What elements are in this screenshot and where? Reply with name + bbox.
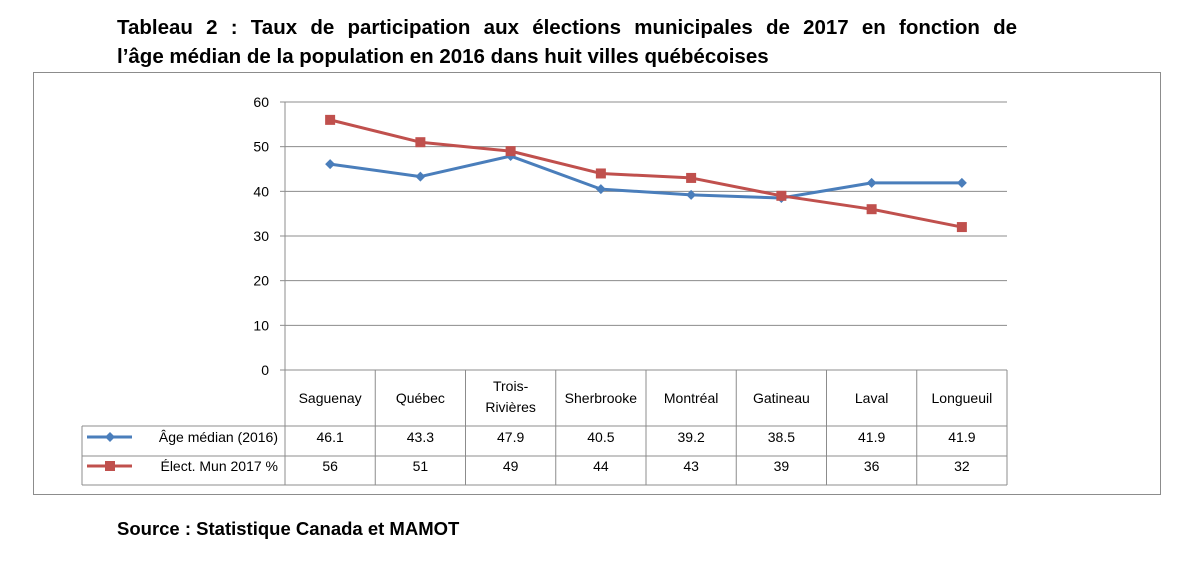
series-1-point <box>866 177 877 188</box>
y-tick-label: 60 <box>253 94 269 110</box>
category-label: Laval <box>855 390 888 406</box>
series-1-point <box>956 177 967 188</box>
data-table-value: 32 <box>954 458 970 474</box>
chart-frame <box>33 72 1161 495</box>
data-table-value: 44 <box>593 458 609 474</box>
data-table-value: 41.9 <box>948 429 975 445</box>
y-tick-label: 20 <box>253 273 269 289</box>
category-label: Rivières <box>485 399 536 415</box>
series-2-point <box>595 168 606 179</box>
category-label: Trois- <box>493 378 529 394</box>
category-label: Montréal <box>664 390 718 406</box>
legend-label-1: Âge médian (2016) <box>159 429 278 445</box>
source-note: Source : Statistique Canada et MAMOT <box>117 518 460 539</box>
series-2-point <box>415 137 426 148</box>
chart-title-line-1: Tableau 2 : Taux de participation aux él… <box>117 16 1017 39</box>
legend-key-marker-1 <box>105 432 115 442</box>
series-1-point <box>686 189 697 200</box>
data-table-value: 43 <box>683 458 699 474</box>
data-table-value: 51 <box>413 458 429 474</box>
chart-title-line-2: l’âge médian de la population en 2016 da… <box>117 45 769 68</box>
series-1-point <box>415 171 426 182</box>
y-tick-label: 10 <box>253 317 269 333</box>
series-2-point <box>776 190 787 201</box>
legend-key-marker-2 <box>105 461 115 471</box>
y-tick-label: 40 <box>253 183 269 199</box>
y-tick-label: 30 <box>253 228 269 244</box>
series-2-point <box>686 172 697 183</box>
series-2-point <box>866 204 877 215</box>
category-label: Longueuil <box>932 390 993 406</box>
series-2-point <box>325 114 336 125</box>
data-table-value: 49 <box>503 458 519 474</box>
series-1-point <box>595 184 606 195</box>
series-2-point <box>956 222 967 233</box>
data-table-value: 46.1 <box>317 429 344 445</box>
data-table-value: 43.3 <box>407 429 434 445</box>
y-tick-label: 0 <box>261 362 269 378</box>
y-tick-label: 50 <box>253 139 269 155</box>
category-label: Québec <box>396 390 445 406</box>
series-line-2 <box>329 118 963 229</box>
data-table-value: 47.9 <box>497 429 524 445</box>
category-label: Sherbrooke <box>565 390 638 406</box>
chart-title: Tableau 2 : Taux de participation aux él… <box>117 13 1017 71</box>
data-table-value: 56 <box>322 458 338 474</box>
category-label: Saguenay <box>299 390 362 406</box>
data-table-value: 40.5 <box>587 429 614 445</box>
series-2-point <box>505 146 516 157</box>
series-1-point <box>325 159 336 170</box>
data-table-value: 41.9 <box>858 429 885 445</box>
data-table-value: 39.2 <box>678 429 705 445</box>
series-line-1 <box>329 154 962 200</box>
legend-label-2: Élect. Mun 2017 % <box>160 458 278 474</box>
category-label: Gatineau <box>753 390 810 406</box>
data-table-value: 36 <box>864 458 880 474</box>
data-table-value: 38.5 <box>768 429 795 445</box>
data-table-value: 39 <box>774 458 790 474</box>
